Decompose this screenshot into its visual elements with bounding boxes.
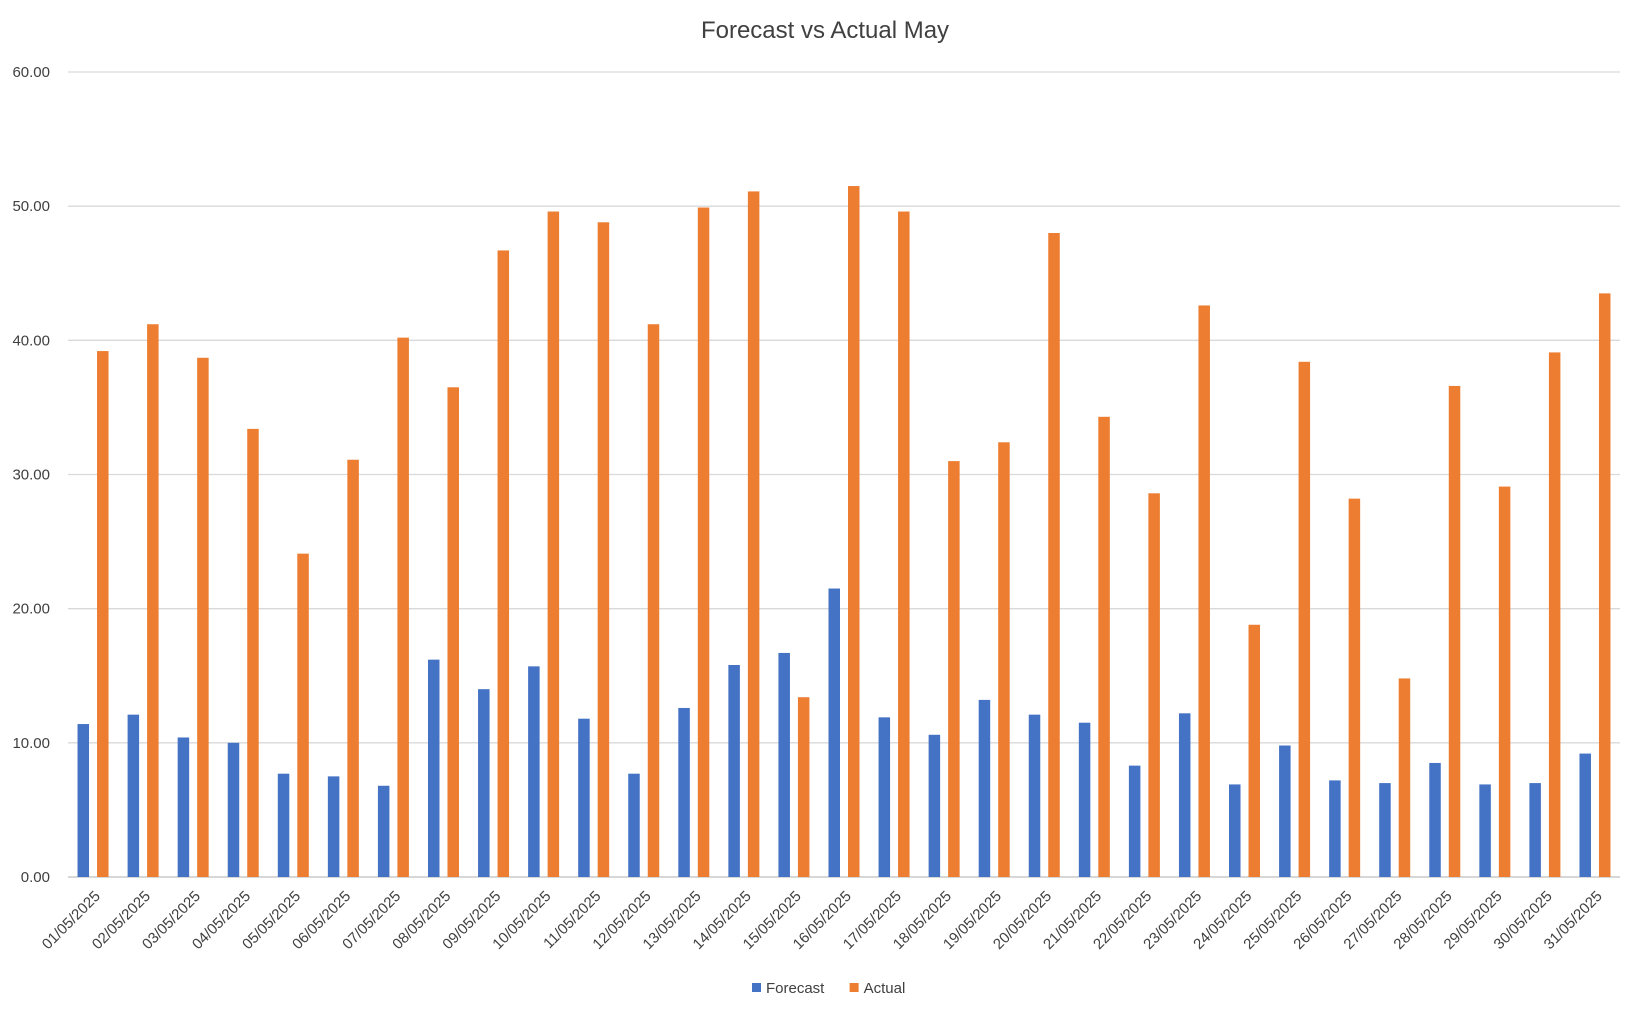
bar-forecast-30 (1529, 783, 1541, 877)
bar-forecast-10 (528, 666, 540, 877)
bar-actual-29 (1498, 486, 1511, 877)
bar-actual-17 (898, 211, 910, 878)
bar-actual-23 (1198, 305, 1210, 877)
legend-swatch-actual (849, 983, 859, 992)
bar-actual-30 (1548, 352, 1561, 877)
bar-actual-21 (1098, 416, 1110, 877)
y-tick-label: 10.00 (12, 735, 50, 752)
bar-forecast-29 (1479, 784, 1491, 877)
bar-actual-16 (848, 186, 860, 877)
bar-actual-1 (97, 351, 109, 878)
gridlines (68, 71, 1620, 878)
bar-actual-19 (998, 442, 1010, 877)
bar-forecast-26 (1329, 780, 1341, 877)
bar-actual-20 (1048, 233, 1060, 877)
x-axis-ticks: 01/05/202502/05/202503/05/202504/05/2025… (39, 888, 1606, 953)
bar-actual-7 (397, 337, 409, 877)
y-tick-label: 0.00 (21, 869, 50, 886)
bar-actual-25 (1298, 361, 1311, 877)
bar-forecast-31 (1579, 753, 1591, 877)
legend-swatch-forecast (752, 983, 761, 992)
chart-title: Forecast vs Actual May (701, 17, 949, 44)
bar-forecast-8 (427, 659, 440, 877)
bar-actual-6 (347, 459, 359, 877)
bar-actual-14 (747, 191, 760, 878)
bar-forecast-19 (978, 699, 991, 877)
bar-forecast-28 (1429, 762, 1441, 877)
bar-actual-26 (1348, 498, 1361, 877)
bar-forecast-4 (227, 742, 240, 877)
y-tick-label: 20.00 (12, 601, 50, 618)
bar-actual-28 (1448, 385, 1461, 877)
bar-actual-11 (597, 222, 610, 877)
bar-actual-18 (948, 461, 960, 877)
bar-actual-31 (1598, 293, 1611, 877)
y-tick-label: 60.00 (12, 64, 50, 81)
y-tick-label: 50.00 (12, 198, 50, 215)
bar-forecast-17 (878, 717, 891, 877)
bar-actual-9 (497, 250, 510, 878)
bar-forecast-11 (578, 718, 590, 877)
legend-label-actual: Actual (864, 980, 906, 997)
bar-forecast-25 (1279, 745, 1291, 877)
bar-forecast-2 (127, 714, 140, 877)
bar-forecast-7 (377, 785, 390, 877)
bar-actual-5 (297, 553, 309, 877)
bar-actual-8 (447, 387, 459, 877)
bar-forecast-13 (678, 707, 690, 877)
y-tick-label: 30.00 (12, 467, 50, 484)
bar-actual-2 (147, 324, 159, 877)
legend: Forecast Actual (752, 980, 905, 997)
bar-forecast-24 (1229, 784, 1241, 877)
bar-forecast-27 (1379, 783, 1391, 877)
bar-actual-27 (1398, 678, 1411, 877)
bar-actual-13 (697, 207, 710, 878)
bar-forecast-6 (327, 776, 340, 877)
bar-actual-24 (1248, 624, 1261, 877)
bar-forecast-1 (77, 724, 90, 877)
bar-forecast-15 (778, 652, 790, 877)
y-tick-label: 40.00 (12, 332, 50, 349)
y-axis-ticks: 0.00 10.00 20.00 30.00 40.00 50.00 60.00 (12, 64, 50, 886)
bar-actual-3 (197, 357, 209, 877)
bar-forecast-21 (1078, 722, 1091, 877)
bar-actual-12 (647, 324, 660, 877)
bars (77, 186, 1611, 878)
bar-forecast-3 (177, 737, 190, 877)
bar-forecast-9 (478, 689, 490, 877)
bar-forecast-23 (1178, 713, 1191, 877)
bar-forecast-12 (628, 773, 640, 877)
legend-label-forecast: Forecast (766, 980, 825, 997)
bar-forecast-22 (1128, 765, 1141, 877)
bar-forecast-5 (277, 773, 290, 877)
bar-forecast-18 (928, 734, 941, 877)
bar-forecast-20 (1028, 714, 1041, 877)
bar-actual-10 (547, 211, 560, 878)
bar-forecast-14 (728, 665, 740, 877)
bar-forecast-16 (828, 588, 840, 877)
bar-actual-15 (797, 697, 810, 877)
bar-actual-22 (1148, 493, 1160, 877)
bar-actual-4 (247, 428, 259, 877)
